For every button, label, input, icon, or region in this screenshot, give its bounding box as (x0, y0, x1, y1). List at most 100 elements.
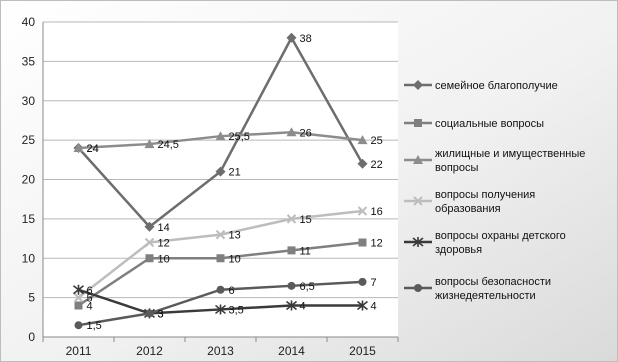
data-point-marker (357, 135, 368, 145)
data-point-marker (358, 238, 367, 247)
legend-entry-2: социальные вопросы (404, 118, 544, 130)
legend-label: жилищные и имущественные (435, 148, 585, 160)
legend-entry-1: семейное благополучие (404, 80, 558, 92)
data-label: 10 (229, 253, 241, 265)
y-axis-ticks: 0 5 10 15 20 25 30 35 40 (22, 15, 36, 344)
data-label: 7 (371, 277, 377, 289)
data-label: 4 (87, 301, 93, 313)
y-tick-label: 5 (28, 291, 35, 305)
legend: семейное благополучие социальные вопросы ж… (404, 80, 585, 302)
legend-label: вопросы безопасности (435, 276, 551, 288)
data-label: 12 (158, 238, 170, 250)
data-point-marker (145, 254, 154, 263)
x-tick-label: 2011 (66, 344, 92, 358)
data-point-marker (73, 143, 84, 152)
data-label: 6 (229, 285, 235, 297)
data-point-marker (215, 166, 226, 177)
data-point-marker (413, 196, 423, 206)
data-point-marker (413, 80, 423, 90)
data-label: 26 (300, 127, 312, 139)
data-label: 24 (87, 143, 99, 155)
data-label: 25 (371, 135, 383, 147)
data-point-marker (215, 229, 226, 240)
data-label: 24,5 (158, 139, 179, 151)
data-label: 1,5 (87, 320, 102, 332)
data-label: 4 (300, 301, 306, 313)
x-tick-label: 2012 (136, 344, 163, 358)
data-point-marker (215, 304, 226, 315)
data-point-marker (358, 277, 367, 286)
y-tick-label: 20 (22, 173, 36, 187)
data-label: 16 (371, 206, 383, 218)
y-tick-label: 30 (22, 94, 36, 108)
data-label: 5 (87, 293, 93, 305)
y-tick-label: 40 (22, 15, 36, 29)
data-point-marker (286, 214, 297, 224)
series-5: 6 3 3,5 4 4 (73, 284, 377, 320)
data-point-marker (287, 281, 296, 290)
legend-label: вопросы охраны детского (435, 230, 566, 242)
data-label: 13 (229, 230, 241, 242)
data-point-marker (145, 309, 154, 318)
x-tick-label: 2013 (207, 344, 234, 358)
legend-label: семейное благополучие (435, 80, 558, 92)
data-point-marker (215, 131, 226, 141)
y-tick-label: 25 (22, 133, 36, 147)
data-label: 21 (229, 167, 241, 179)
legend-label: вопросы (435, 162, 479, 174)
series-6: 1,5 3 6 6,5 7 (74, 277, 377, 332)
data-label: 12 (371, 238, 383, 250)
legend-entry-6: вопросы безопасности жизнедеятельности (404, 276, 551, 302)
y-tick-label: 15 (22, 212, 36, 226)
series-4: 5 12 13 15 16 (73, 206, 383, 305)
legend-entry-4: вопросы получения образования (404, 189, 535, 215)
legend-entry-3: жилищные и имущественные вопросы (404, 148, 585, 174)
legend-label: жизнедеятельности (435, 290, 536, 302)
axes (42, 22, 399, 342)
data-point-marker (216, 254, 225, 263)
data-point-marker (74, 321, 83, 330)
legend-label: вопросы получения (435, 189, 535, 201)
data-point-marker (144, 139, 155, 149)
data-label: 6 (87, 285, 93, 297)
data-label: 15 (300, 214, 312, 226)
data-label: 22 (371, 159, 383, 171)
data-point-marker (357, 300, 368, 311)
data-point-marker (286, 300, 297, 311)
legend-label: образования (435, 203, 501, 215)
data-point-marker (357, 158, 368, 169)
data-point-marker (73, 292, 84, 303)
y-tick-label: 10 (22, 251, 36, 265)
data-label: 14 (158, 222, 170, 234)
data-point-marker (74, 301, 83, 310)
x-tick-label: 2014 (278, 344, 305, 358)
data-label: 38 (300, 33, 312, 45)
x-tick-label: 2015 (349, 344, 376, 358)
data-point-marker (287, 246, 296, 255)
data-point-marker (357, 206, 368, 216)
series-3: 24 24,5 25,5 26 25 (73, 127, 383, 155)
y-tick-label: 35 (22, 54, 36, 68)
data-point-marker (414, 284, 422, 292)
data-point-marker (286, 32, 297, 43)
data-label: 4 (371, 301, 377, 313)
data-point-marker (412, 237, 424, 247)
data-label: 3 (158, 308, 164, 320)
gridlines (43, 21, 398, 299)
data-label: 10 (158, 253, 170, 265)
data-label: 3,5 (229, 304, 244, 316)
series-group: 24 14 21 38 22 4 10 10 11 12 24 24,5 25,5 26 25 5 12 13 15… (73, 32, 383, 332)
y-tick-label: 0 (28, 330, 35, 344)
data-point-marker (414, 119, 422, 127)
data-label: 3 (158, 308, 164, 320)
data-label: 25,5 (229, 131, 250, 143)
data-point-marker (413, 155, 423, 164)
legend-entry-5: вопросы охраны детского здоровья (404, 230, 566, 256)
data-label: 11 (300, 245, 311, 257)
data-point-marker (144, 237, 155, 248)
data-point-marker (73, 284, 84, 295)
data-point-marker (144, 221, 155, 232)
data-point-marker (216, 285, 225, 294)
